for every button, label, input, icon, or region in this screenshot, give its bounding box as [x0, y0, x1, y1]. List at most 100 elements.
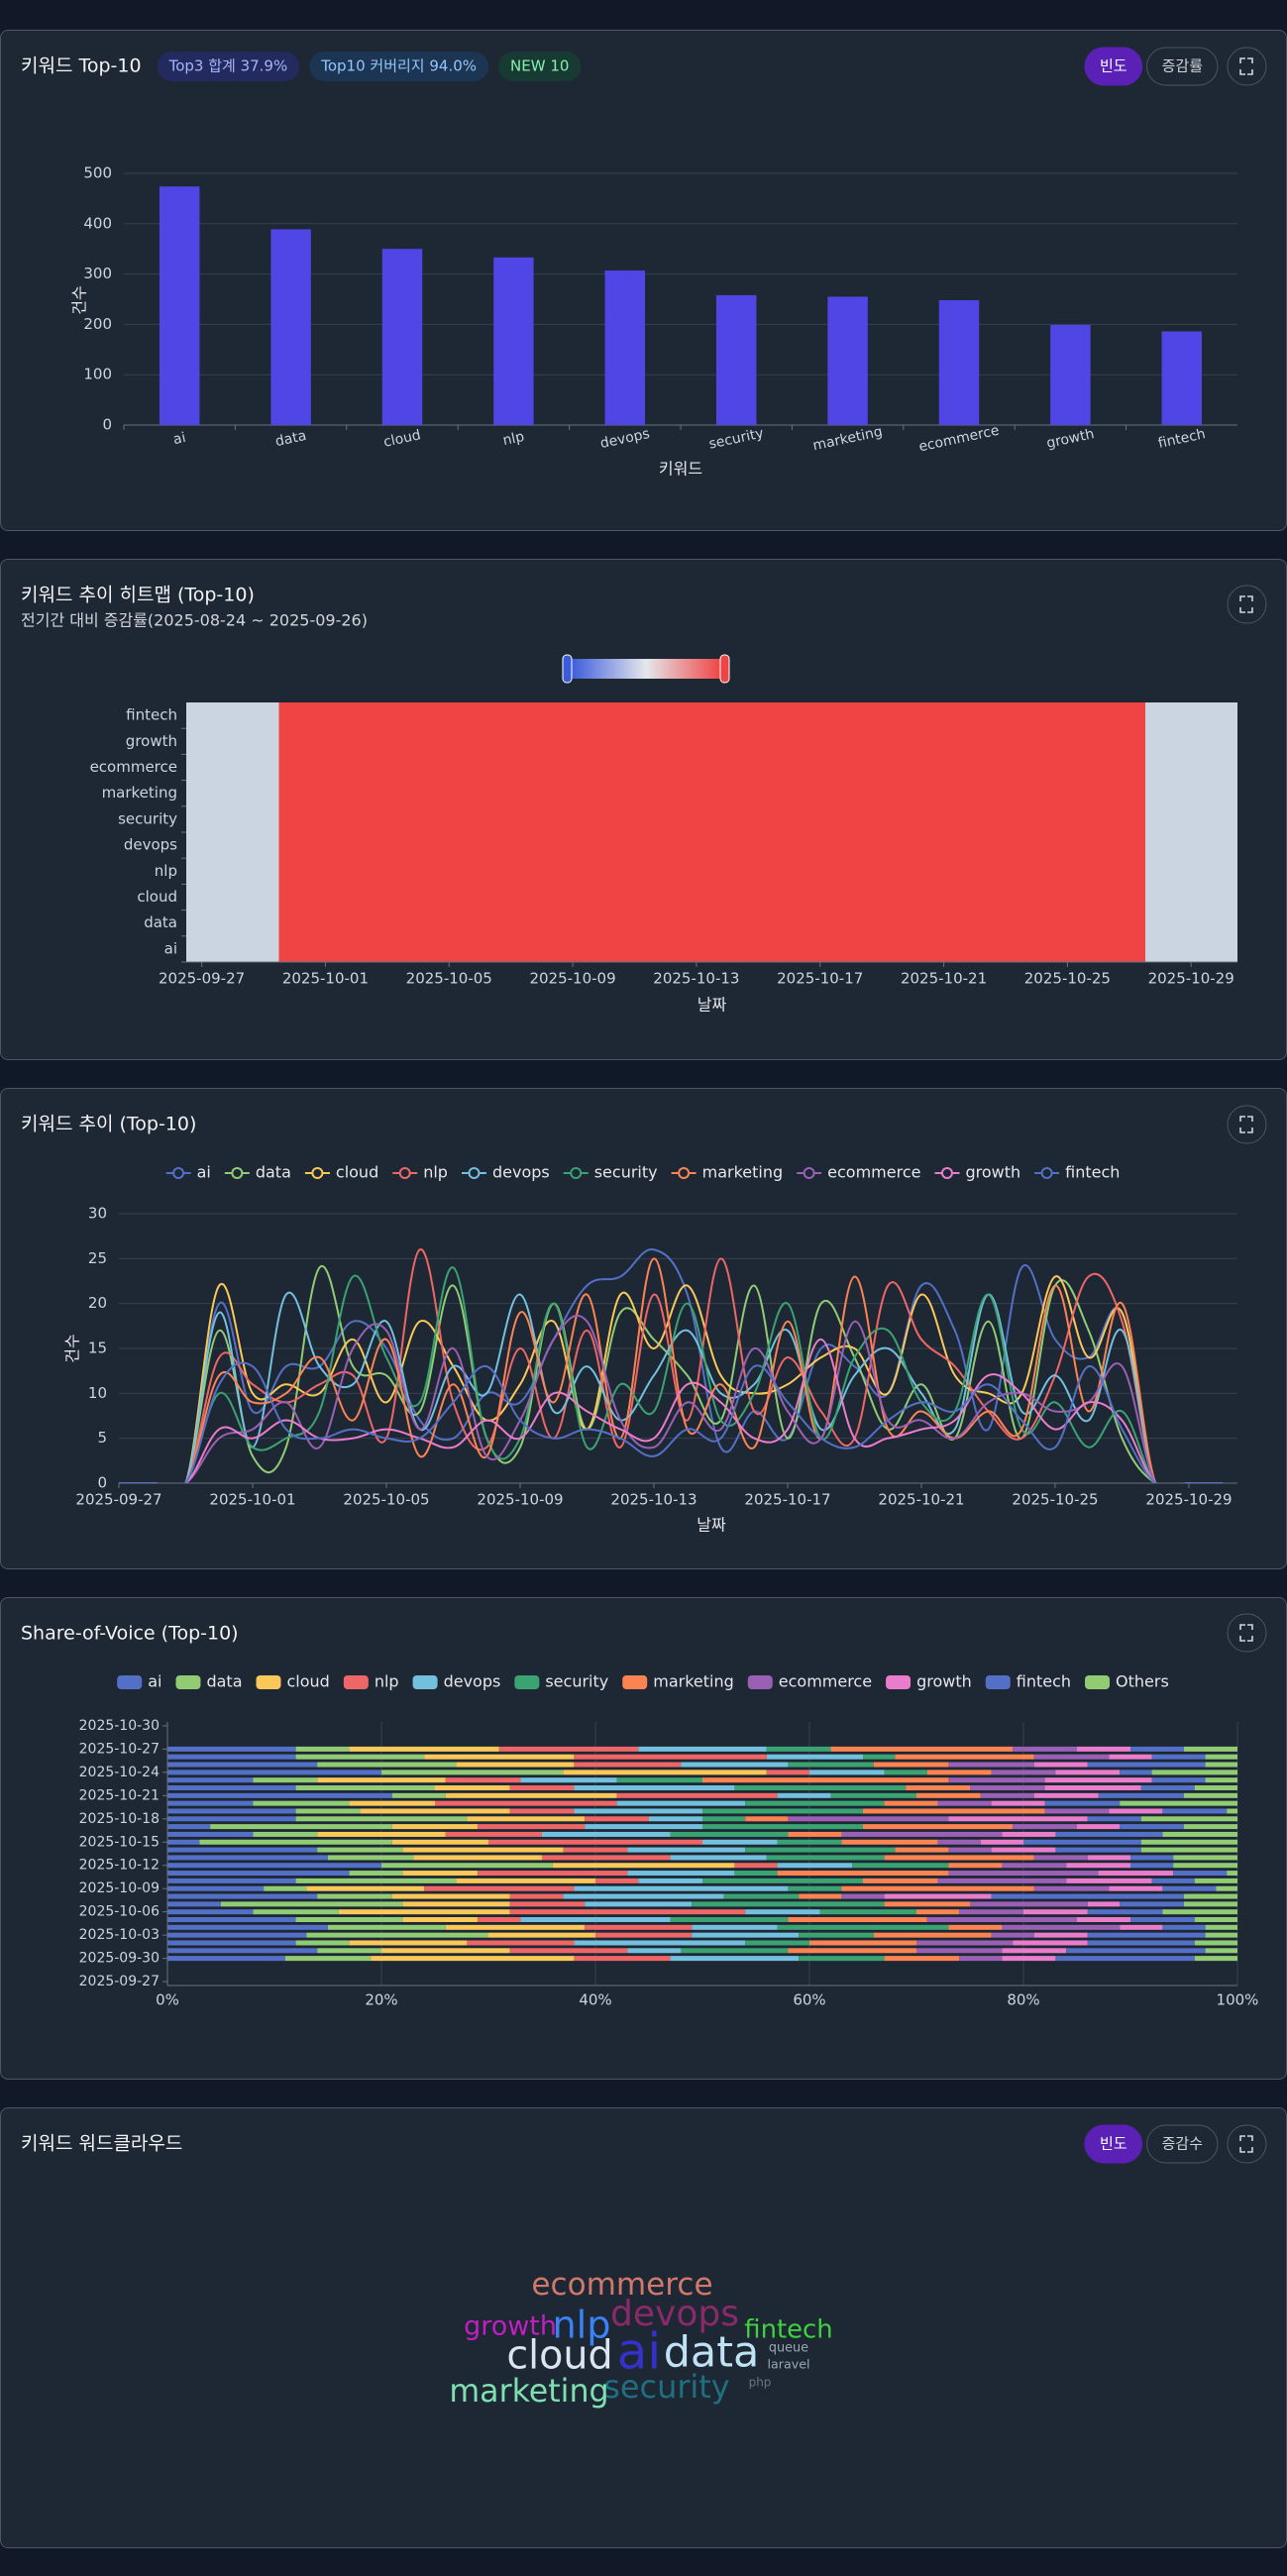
legend-item[interactable]: security	[514, 1672, 608, 1691]
fullscreen-button[interactable]	[1227, 1613, 1267, 1653]
legend-item[interactable]: fintech	[985, 1672, 1071, 1691]
legend-item[interactable]: security	[563, 1163, 658, 1182]
y-tick-label: 400	[83, 214, 112, 232]
heatmap-cell	[1051, 702, 1084, 729]
fullscreen-icon[interactable]	[1239, 57, 1253, 75]
heatmap-cell	[959, 935, 991, 963]
legend-item[interactable]: ai	[117, 1672, 161, 1691]
bar-segment	[284, 1956, 372, 1962]
bar-segment	[991, 1800, 1045, 1806]
y-tick-label: 500	[83, 164, 112, 182]
bar-segment	[167, 1770, 381, 1775]
heatmap-cell	[557, 702, 590, 729]
heatmap-cell	[278, 754, 311, 782]
bar-segment	[884, 1956, 960, 1962]
toggle-button[interactable]	[1146, 2124, 1219, 2164]
heatmap-cell	[341, 858, 373, 885]
bar-segment	[959, 1909, 1023, 1915]
toggle-label[interactable]: 증감률	[1162, 57, 1204, 75]
bar-segment	[681, 1762, 789, 1768]
heatmap-cell	[372, 780, 403, 807]
legend-item[interactable]: marketing	[671, 1163, 784, 1182]
bar-segment	[509, 1893, 564, 1899]
panel-title: 키워드 워드클라우드	[21, 2133, 182, 2155]
toggle-button[interactable]	[1084, 2124, 1143, 2164]
badge	[498, 52, 582, 81]
heatmap-cell	[804, 884, 836, 912]
legend-item[interactable]: nlp	[343, 1672, 399, 1691]
x-tick-label: 2025-10-29	[1145, 1491, 1232, 1509]
bar-segment	[1077, 1746, 1130, 1752]
bar-segment	[317, 1948, 381, 1954]
bar-segment	[830, 1746, 1014, 1752]
bar-segment	[777, 1839, 842, 1845]
bar-segment	[788, 1816, 949, 1822]
legend-item[interactable]: cloud	[256, 1672, 330, 1691]
fullscreen-button[interactable]	[1227, 47, 1267, 86]
bar-segment	[745, 1847, 896, 1853]
fullscreen-icon[interactable]	[1239, 2135, 1253, 2153]
visual-map-handle[interactable]	[719, 654, 730, 684]
bar-segment	[1077, 1824, 1121, 1830]
bar-segment	[991, 1770, 1056, 1775]
heatmap-cell	[681, 832, 712, 859]
toggle-label[interactable]: 빈도	[1100, 57, 1127, 75]
legend-item[interactable]: nlp	[392, 1163, 448, 1182]
bar-segment	[1087, 1762, 1206, 1768]
bar-segment	[799, 1932, 874, 1938]
toggle-button[interactable]	[1084, 47, 1143, 86]
x-tick-label: fintech	[1156, 426, 1207, 452]
bar-segment	[766, 1855, 885, 1861]
heatmap-cell	[526, 754, 558, 782]
bar-segment	[841, 1839, 938, 1845]
fullscreen-button[interactable]	[1227, 2124, 1267, 2164]
fullscreen-icon[interactable]	[1239, 1624, 1253, 1642]
fullscreen-frame[interactable]	[1227, 2124, 1267, 2164]
legend-item[interactable]: growth	[886, 1672, 972, 1691]
bar-segment	[253, 1831, 318, 1837]
legend-item[interactable]: Others	[1085, 1672, 1169, 1691]
bar-segment	[627, 1948, 682, 1954]
heatmap-cell	[742, 858, 775, 885]
toggle-button[interactable]	[1146, 47, 1219, 86]
legend-item[interactable]: fintech	[1034, 1163, 1120, 1182]
legend-item[interactable]: marketing	[622, 1672, 734, 1691]
legend-item[interactable]: cloud	[304, 1163, 378, 1182]
bar-segment	[1087, 1932, 1206, 1938]
heatmap-cell	[927, 780, 960, 807]
heatmap-cell	[588, 935, 620, 963]
toggle-label[interactable]: 빈도	[1100, 2135, 1127, 2153]
fullscreen-button[interactable]	[1227, 1105, 1267, 1144]
legend-item[interactable]: ecommerce	[797, 1163, 920, 1182]
legend-item[interactable]: ai	[165, 1163, 211, 1182]
visual-map-bar[interactable]	[571, 659, 721, 679]
legend-item[interactable]: growth	[934, 1163, 1020, 1182]
legend-item[interactable]: ecommerce	[747, 1672, 872, 1691]
bar-segment	[167, 1901, 221, 1907]
fullscreen-icon[interactable]	[1239, 1116, 1253, 1133]
legend-swatch	[747, 1675, 773, 1689]
x-tick-label: 2025-10-09	[477, 1491, 563, 1509]
bar-segment	[1184, 1901, 1237, 1907]
toggle-label[interactable]: 증감수	[1162, 2135, 1203, 2153]
bar-segment	[692, 1901, 885, 1907]
legend-item[interactable]: data	[224, 1163, 291, 1182]
y-tick-label: devops	[124, 836, 177, 854]
visual-map-handle[interactable]	[562, 654, 573, 684]
bar-segment	[1023, 1839, 1141, 1845]
series-line	[119, 1361, 1223, 1483]
legend-item[interactable]: devops	[412, 1672, 501, 1691]
fullscreen-icon[interactable]	[1239, 595, 1253, 613]
fullscreen-frame[interactable]	[1227, 585, 1267, 624]
legend-item[interactable]: devops	[461, 1163, 550, 1182]
heatmap-cell	[866, 935, 899, 963]
fullscreen-frame[interactable]	[1227, 1613, 1267, 1653]
legend-item[interactable]: data	[175, 1672, 243, 1691]
bar-segment	[884, 1800, 938, 1806]
fullscreen-frame[interactable]	[1227, 47, 1267, 86]
fullscreen-frame[interactable]	[1227, 1105, 1267, 1144]
x-tick-label: cloud	[382, 427, 422, 451]
x-tick-label: 2025-10-21	[878, 1491, 964, 1509]
bar-segment	[210, 1824, 392, 1830]
fullscreen-button[interactable]	[1227, 585, 1267, 624]
